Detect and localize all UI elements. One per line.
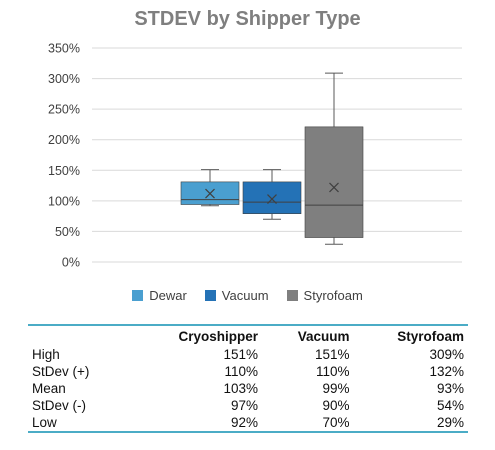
- table-row: Mean 103% 99% 93%: [28, 380, 468, 397]
- legend-label: Vacuum: [221, 288, 269, 303]
- y-tick-label: 250%: [48, 103, 80, 117]
- stats-table: Cryoshipper Vacuum Styrofoam High 151% 151% 3…: [28, 324, 468, 433]
- table-header-row: Cryoshipper Vacuum Styrofoam: [28, 325, 468, 346]
- legend-label: Dewar: [149, 288, 187, 303]
- legend-swatch: [204, 290, 216, 301]
- box-vacuum: [242, 181, 302, 214]
- table-cell: StDev (-): [32, 398, 86, 413]
- table-cell: 103%: [223, 381, 259, 396]
- table-cell: 93%: [436, 381, 464, 396]
- table-cell: 70%: [322, 415, 350, 430]
- legend-swatch: [286, 290, 298, 301]
- legend-label: Styrofoam: [303, 288, 363, 303]
- table-cell: Low: [32, 415, 57, 430]
- legend-item: Styrofoam: [286, 288, 363, 303]
- chart-title: STDEV by Shipper Type: [134, 8, 361, 30]
- table-cell: 90%: [322, 398, 350, 413]
- table-cell: 132%: [429, 364, 464, 379]
- legend-item: Dewar: [132, 288, 187, 303]
- table-cell: 151%: [315, 347, 350, 362]
- y-tick-label: 0%: [62, 256, 80, 270]
- table-cell: StDev (+): [32, 364, 90, 379]
- chart-legend: Dewar Vacuum Styrofoam: [0, 288, 495, 303]
- table-header-cell: Cryoshipper: [178, 329, 259, 344]
- table-row: Low 92% 70% 29%: [28, 414, 468, 432]
- table-row: StDev (+) 110% 110% 132%: [28, 363, 468, 380]
- table-cell: 54%: [436, 398, 464, 413]
- y-tick-label: 150%: [48, 164, 80, 178]
- table-cell: 309%: [429, 347, 464, 362]
- table-cell: 151%: [223, 347, 259, 362]
- y-tick-label: 50%: [55, 225, 80, 239]
- table-cell: 110%: [224, 364, 259, 379]
- box-styrofoam: [304, 126, 364, 238]
- table-header-cell: Vacuum: [297, 329, 350, 344]
- table-header-cell: Styrofoam: [397, 329, 464, 344]
- table-cell: High: [32, 347, 60, 362]
- y-tick-label: 350%: [48, 42, 80, 56]
- table-cell: 29%: [436, 415, 464, 430]
- y-tick-label: 100%: [48, 194, 80, 208]
- mean-marker: [205, 188, 215, 199]
- table-header-cell: [28, 325, 128, 346]
- y-tick-label: 200%: [48, 133, 80, 147]
- table-cell: 97%: [231, 398, 259, 413]
- mean-marker: [329, 182, 339, 193]
- table-cell: 92%: [231, 415, 259, 430]
- table-cell: 99%: [322, 381, 350, 396]
- table-cell: Mean: [32, 381, 66, 396]
- box-plot-chart: 0% 50% 100% 150% 200% 250% 300% 350%: [48, 42, 462, 270]
- legend-swatch: [132, 290, 144, 301]
- table-cell: 110%: [316, 364, 350, 379]
- legend-item: Vacuum: [204, 288, 269, 303]
- table-row: StDev (-) 97% 90% 54%: [28, 397, 468, 414]
- mean-marker: [267, 194, 277, 204]
- table-row: High 151% 151% 309%: [28, 346, 468, 363]
- y-tick-label: 300%: [48, 72, 80, 86]
